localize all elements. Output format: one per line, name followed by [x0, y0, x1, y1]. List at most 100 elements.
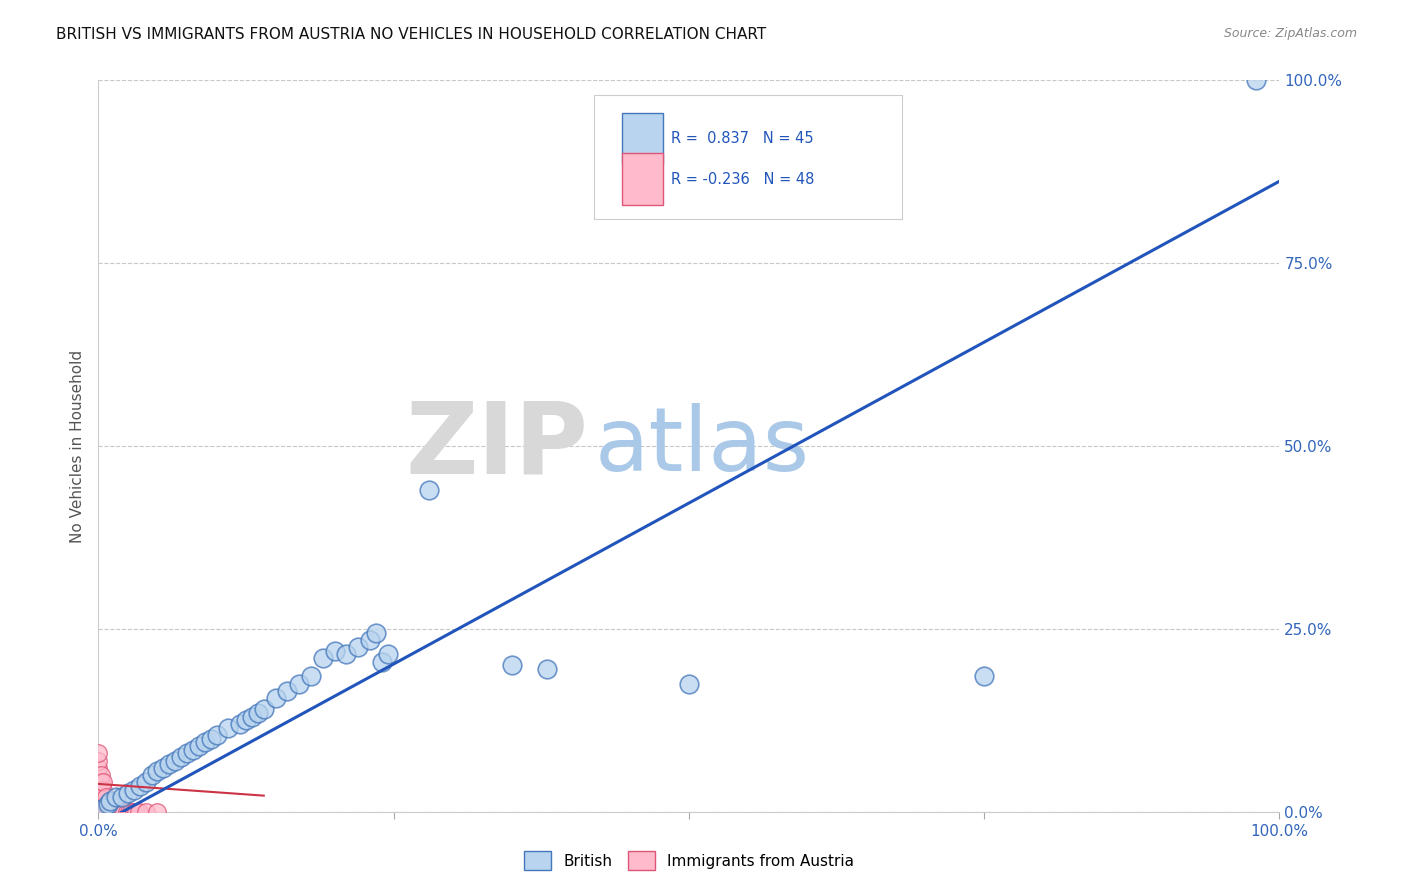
Point	[264, 691, 287, 706]
Point	[91, 775, 114, 789]
Text: BRITISH VS IMMIGRANTS FROM AUSTRIA NO VEHICLES IN HOUSEHOLD CORRELATION CHART: BRITISH VS IMMIGRANTS FROM AUSTRIA NO VE…	[56, 27, 766, 42]
Point	[87, 790, 110, 805]
Point	[1244, 73, 1267, 87]
Point	[111, 790, 134, 805]
Point	[118, 805, 141, 819]
Point	[165, 754, 187, 768]
Point	[115, 805, 138, 819]
Point	[97, 797, 120, 812]
Point	[90, 782, 112, 797]
Point	[98, 794, 121, 808]
FancyBboxPatch shape	[595, 95, 901, 219]
Point	[229, 717, 252, 731]
FancyBboxPatch shape	[621, 113, 664, 164]
Legend: British, Immigrants from Austria: British, Immigrants from Austria	[523, 851, 855, 870]
Text: ZIP: ZIP	[406, 398, 589, 494]
Point	[91, 782, 114, 797]
Point	[146, 805, 169, 819]
Point	[157, 757, 180, 772]
Point	[98, 805, 121, 819]
Point	[217, 721, 239, 735]
Point	[323, 644, 346, 658]
Point	[94, 790, 117, 805]
Point	[94, 805, 117, 819]
Text: atlas: atlas	[595, 402, 810, 490]
Text: Source: ZipAtlas.com: Source: ZipAtlas.com	[1223, 27, 1357, 40]
Point	[418, 483, 440, 497]
Point	[87, 805, 110, 819]
Point	[104, 801, 127, 815]
Point	[90, 790, 112, 805]
Point	[678, 676, 700, 690]
Point	[87, 787, 110, 801]
Point	[181, 742, 204, 756]
Point	[91, 805, 114, 819]
Point	[146, 764, 169, 779]
Point	[299, 669, 322, 683]
Point	[125, 805, 148, 819]
Point	[87, 754, 110, 768]
Point	[90, 797, 112, 812]
Point	[335, 648, 357, 662]
Point	[87, 761, 110, 775]
Point	[205, 728, 228, 742]
Point	[170, 749, 193, 764]
Point	[141, 768, 163, 782]
Point	[135, 775, 157, 789]
Point	[377, 648, 399, 662]
Point	[97, 805, 120, 819]
Point	[104, 805, 127, 819]
Point	[200, 731, 222, 746]
Point	[128, 805, 150, 819]
Point	[87, 794, 110, 808]
Point	[98, 801, 121, 815]
Y-axis label: No Vehicles in Household: No Vehicles in Household	[69, 350, 84, 542]
Point	[501, 658, 523, 673]
Point	[111, 805, 134, 819]
Point	[87, 797, 110, 812]
Point	[87, 775, 110, 789]
Point	[187, 739, 209, 753]
FancyBboxPatch shape	[621, 153, 664, 204]
Point	[91, 790, 114, 805]
Point	[135, 805, 157, 819]
Point	[101, 805, 124, 819]
Point	[152, 761, 174, 775]
Point	[121, 805, 143, 819]
Point	[364, 625, 387, 640]
Point	[253, 702, 276, 716]
Point	[359, 632, 381, 647]
Point	[347, 640, 370, 655]
Point	[194, 735, 217, 749]
Point	[87, 768, 110, 782]
Point	[288, 676, 311, 690]
Point	[246, 706, 269, 720]
Point	[97, 797, 120, 812]
Point	[90, 775, 112, 789]
Point	[93, 801, 115, 815]
Point	[117, 787, 139, 801]
Point	[91, 797, 114, 812]
Point	[371, 655, 394, 669]
Point	[98, 797, 121, 812]
Point	[105, 790, 128, 805]
Point	[87, 801, 110, 815]
Point	[112, 805, 135, 819]
Point	[94, 797, 117, 812]
Point	[276, 684, 298, 698]
Point	[122, 782, 145, 797]
Point	[87, 782, 110, 797]
Point	[122, 805, 145, 819]
Point	[312, 651, 335, 665]
Point	[87, 746, 110, 760]
Point	[128, 779, 150, 793]
Point	[105, 805, 128, 819]
Point	[90, 805, 112, 819]
Text: R =  0.837   N = 45: R = 0.837 N = 45	[671, 131, 814, 146]
Point	[235, 714, 257, 728]
Point	[101, 801, 124, 815]
Point	[176, 746, 198, 760]
Point	[108, 805, 131, 819]
Point	[240, 709, 263, 723]
Point	[98, 794, 121, 808]
